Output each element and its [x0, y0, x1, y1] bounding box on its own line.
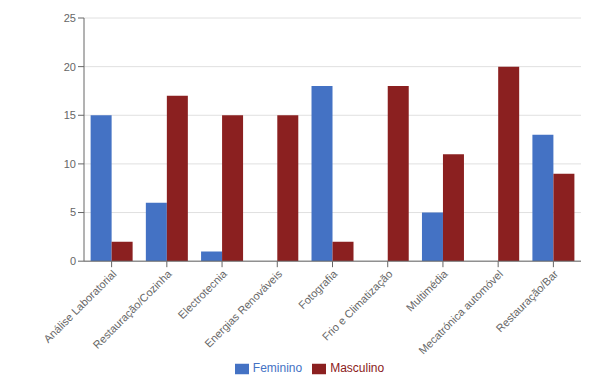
svg-text:Energias Renováveis: Energias Renováveis — [202, 267, 284, 349]
svg-text:25: 25 — [64, 12, 76, 24]
svg-text:Electrotecnia: Electrotecnia — [176, 267, 230, 321]
svg-text:Restauração/Bar: Restauração/Bar — [493, 267, 560, 334]
svg-text:5: 5 — [70, 206, 76, 218]
svg-text:Frio e Climatização: Frio e Climatização — [320, 268, 395, 343]
html-text:Feminino: Feminino — [252, 361, 303, 376]
svg-text:Fotografia: Fotografia — [296, 267, 340, 311]
svg-text:Mecatrónica automóvel: Mecatrónica automóvel — [416, 268, 505, 357]
svg-text:Análise Laboratorial: Análise Laboratorial — [41, 267, 119, 345]
svg-text:Multimédia: Multimédia — [404, 267, 451, 314]
svg-text:0: 0 — [70, 255, 76, 267]
svg-text:20: 20 — [64, 61, 76, 73]
html-text:Masculino: Masculino — [330, 361, 385, 376]
svg-text:10: 10 — [64, 158, 76, 170]
svg-text:Restauração/Cozinha: Restauração/Cozinha — [90, 267, 174, 351]
svg-text:15: 15 — [64, 109, 76, 121]
